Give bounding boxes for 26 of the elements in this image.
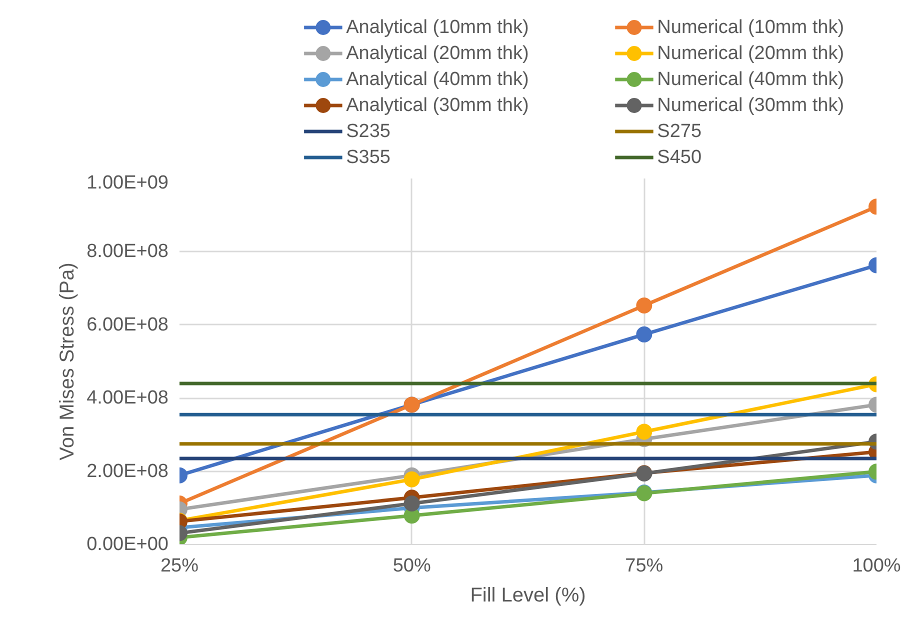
x-tick-label: 100%: [852, 556, 901, 576]
legend-label: Numerical (10mm thk): [657, 17, 844, 38]
y-tick-label: 4.00E+08: [86, 388, 169, 409]
y-tick-label: 1.00E+09: [86, 172, 169, 194]
legend-label: S355: [346, 147, 390, 168]
legend-label: S235: [346, 121, 390, 142]
legend-label: Numerical (40mm thk): [657, 69, 844, 90]
y-tick-label: 2.00E+08: [86, 460, 169, 482]
point: [636, 424, 652, 440]
y-tick-label: 0.00E+00: [86, 534, 169, 555]
legend-label: Numerical (20mm thk): [657, 43, 844, 64]
y-axis-title: Von Mises Stress (Pa): [56, 262, 79, 460]
y-tick-label: 8.00E+08: [86, 241, 169, 262]
legend-label: S450: [657, 147, 702, 168]
x-tick-label: 25%: [160, 556, 199, 576]
legend-label: Analytical (20mm thk): [346, 43, 529, 64]
x-tick-label: 75%: [625, 556, 664, 576]
legend-label: Analytical (30mm thk): [346, 95, 529, 116]
x-tick-label: 50%: [392, 556, 431, 576]
y-tick-label: 6.00E+08: [86, 314, 169, 336]
legend-label: Analytical (40mm thk): [346, 69, 529, 90]
legend-label: S275: [657, 121, 702, 142]
point: [404, 471, 420, 488]
x-axis-title: Fill Level (%): [470, 584, 586, 606]
legend-label: Numerical (30mm thk): [657, 95, 844, 116]
legend-label: Analytical (10mm thk): [346, 17, 529, 38]
